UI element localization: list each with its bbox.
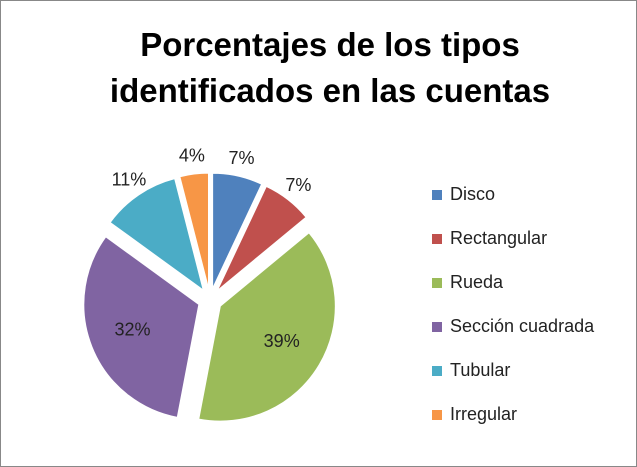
legend-swatch: [432, 190, 442, 200]
data-label: 7%: [285, 175, 311, 195]
legend-label: Rectangular: [450, 228, 547, 248]
chart-title: Porcentajes de los tipos identificados e…: [109, 26, 551, 109]
pie-slice: [109, 178, 205, 292]
pie-slice: [83, 236, 200, 418]
data-label: 4%: [179, 146, 205, 166]
data-label: 7%: [228, 148, 254, 168]
legend-swatch: [432, 322, 442, 332]
legend-label: Disco: [450, 184, 495, 204]
legend-swatch: [432, 234, 442, 244]
legend-label: Rueda: [450, 272, 504, 292]
pie-slice: [179, 172, 209, 289]
legend-label: Sección cuadrada: [450, 316, 595, 336]
data-label: 39%: [264, 331, 300, 351]
pie-slice: [216, 185, 307, 291]
legend-label: Irregular: [450, 404, 517, 424]
legend-swatch: [432, 278, 442, 288]
legend-swatch: [432, 410, 442, 420]
pie-slice: [198, 232, 336, 422]
pie-slice: [212, 172, 263, 289]
data-label: 11%: [112, 169, 147, 189]
legend-swatch: [432, 366, 442, 376]
data-label: 32%: [115, 319, 151, 339]
legend-label: Tubular: [450, 360, 510, 380]
